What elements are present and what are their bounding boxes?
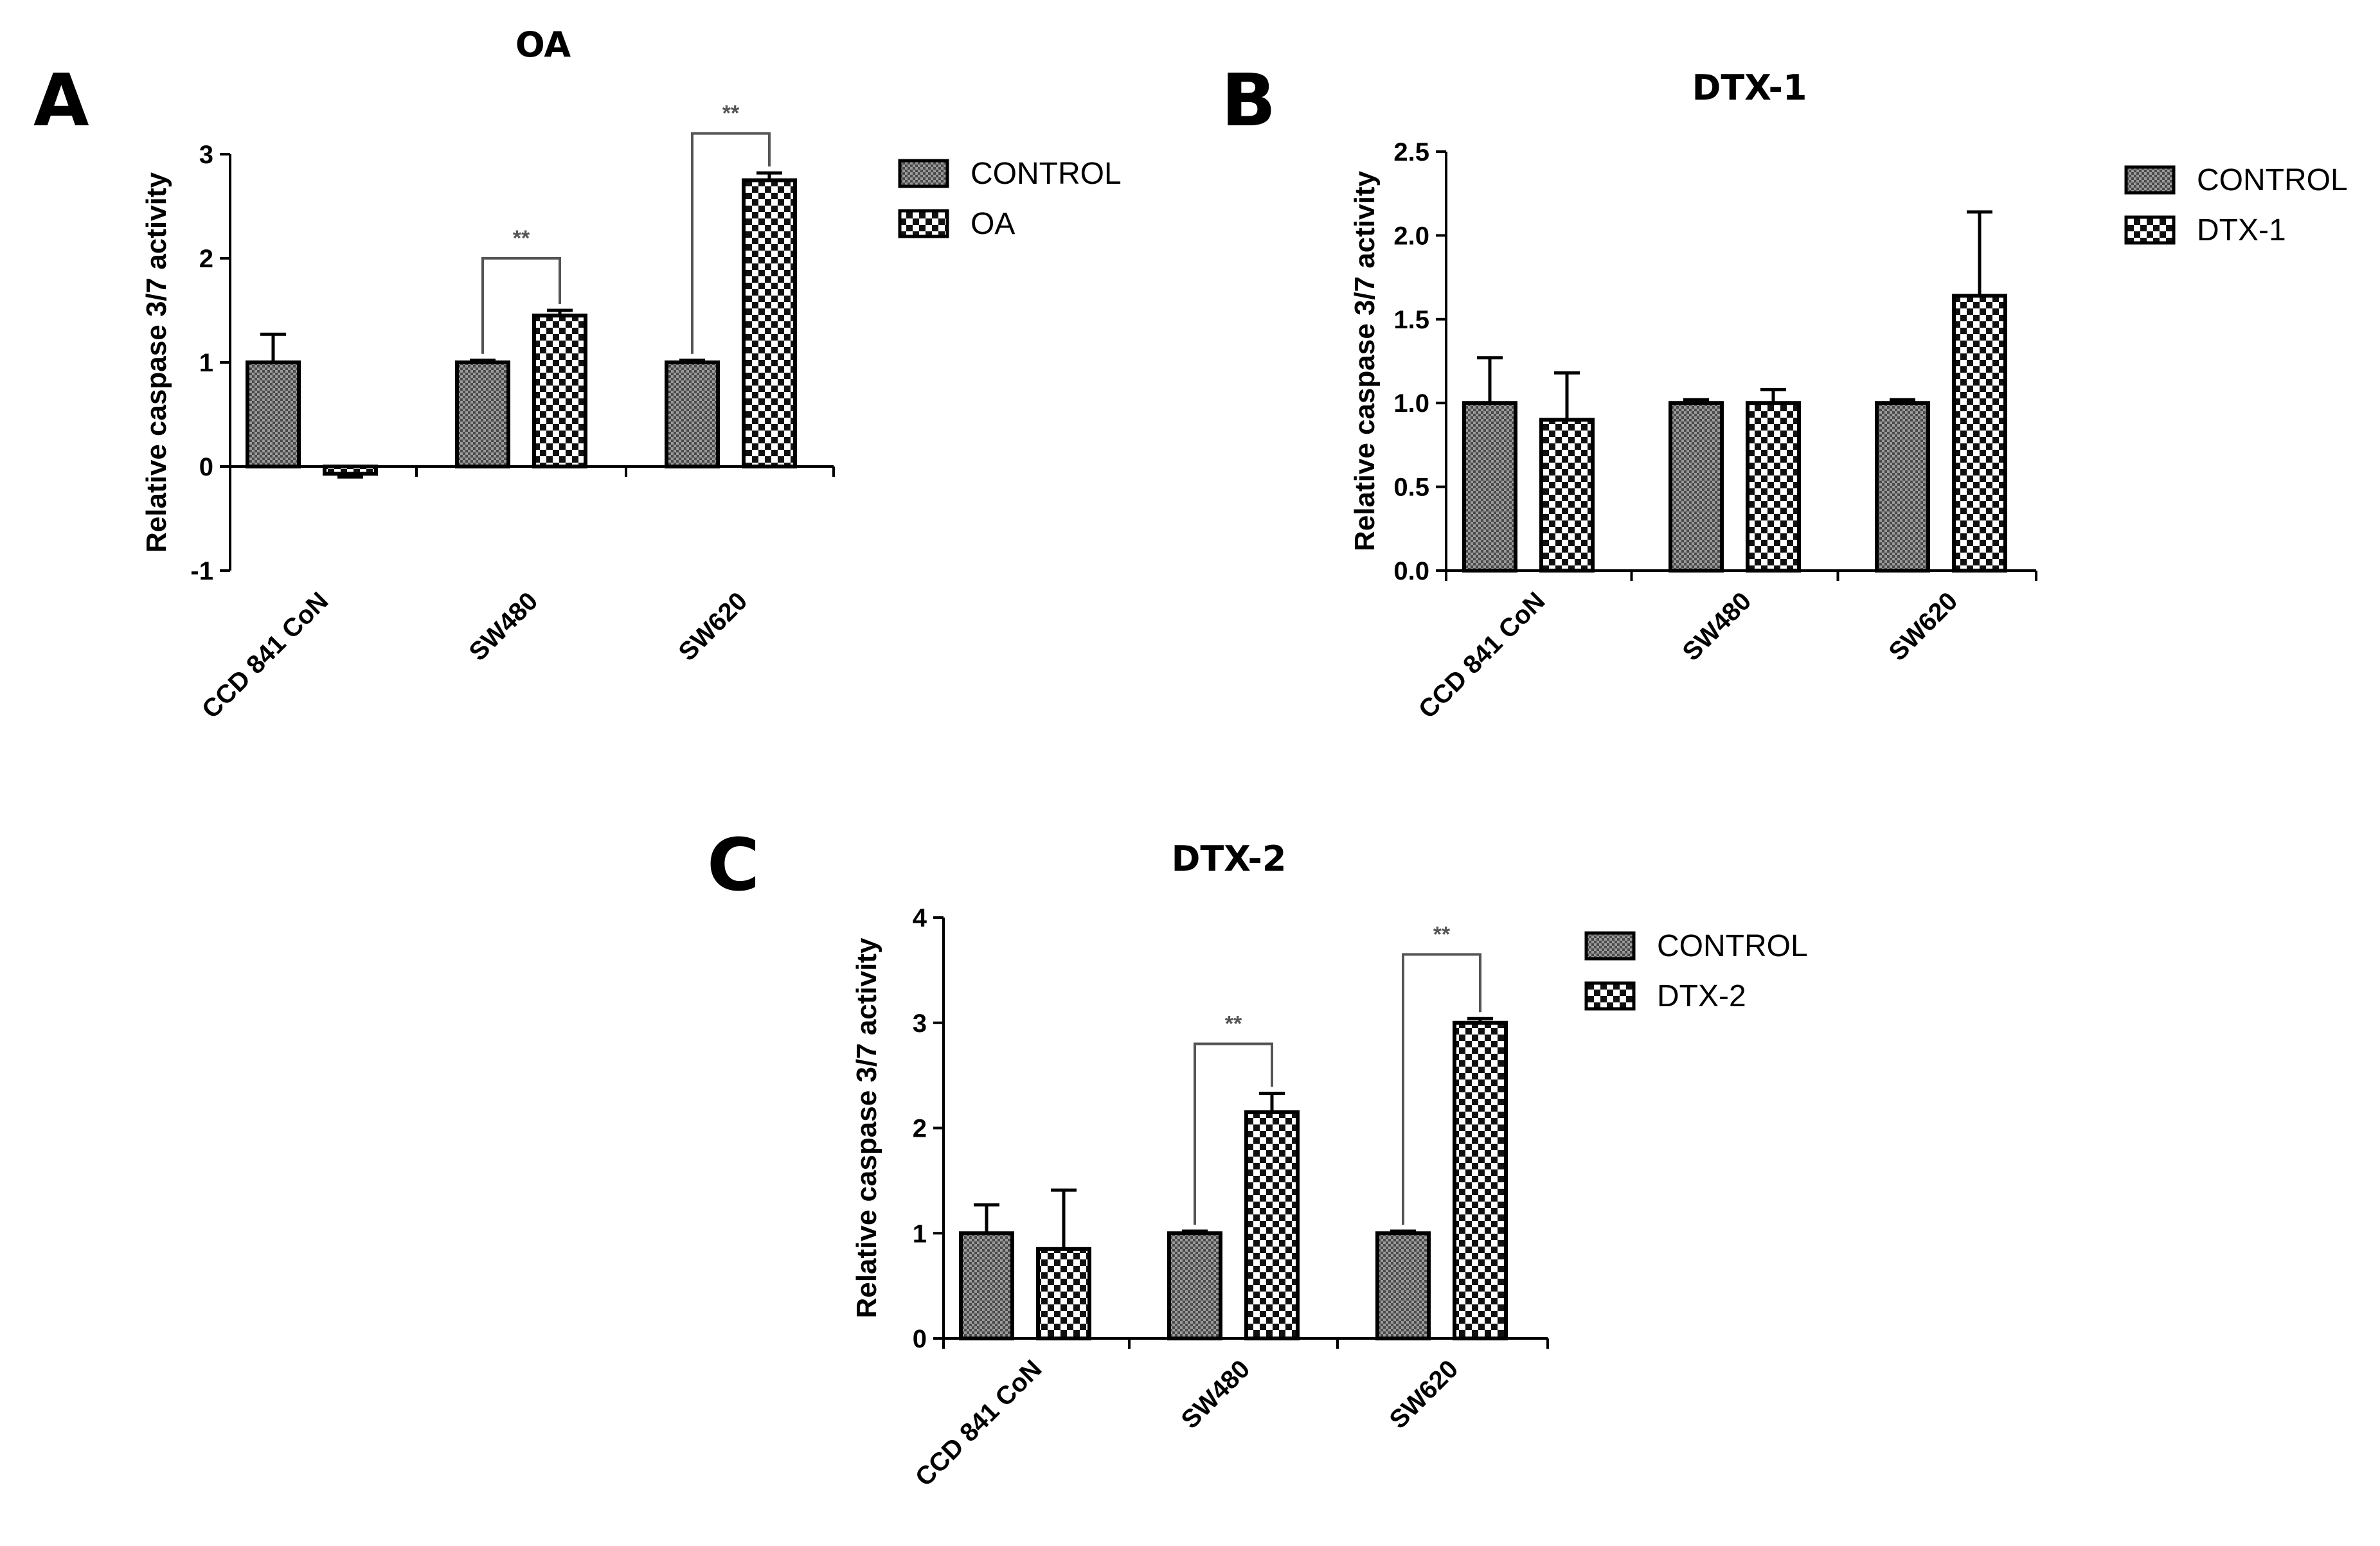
- bar-b-control-sw480: [1669, 401, 1724, 573]
- legend-swatch-c-control: [1584, 931, 1636, 961]
- bar-c-dtx-2-sw620: [1453, 1020, 1508, 1340]
- bar-b-control-ccd-841-con: [1462, 401, 1517, 573]
- legend-label-c-dtx-2: DTX-2: [1657, 979, 1746, 1013]
- significance-bracket-a-sw620: [691, 132, 771, 354]
- panel-a: A OA -1 0 1 2 3 Relative caspase 3/7 activity CC…: [33, 24, 1122, 724]
- panel-letter-a: A: [33, 59, 89, 143]
- legend-swatch-c-dtx-2: [1584, 981, 1636, 1011]
- bar-b-dtx-1-sw480: [1746, 401, 1801, 573]
- panel-c: C DTX-2 0 1 2 3 4 Relative caspase 3/7 activity…: [707, 824, 1808, 1492]
- significance-label-a-sw480: **: [513, 226, 530, 251]
- bar-b-control-sw620: [1875, 401, 1930, 573]
- y-tick-label-a: -1: [190, 557, 213, 585]
- bar-a-oa-sw480: [532, 314, 587, 468]
- panel-letter-b: B: [1221, 59, 1276, 143]
- category-label-b-sw480: SW480: [1677, 587, 1757, 666]
- y-tick-label-b: 2.0: [1393, 222, 1429, 250]
- category-label-c-ccd-841-con: CCD 841 CoN: [910, 1355, 1047, 1491]
- panel-letter-c: C: [707, 824, 760, 907]
- category-label-a-ccd-841-con: CCD 841 CoN: [197, 587, 334, 724]
- y-tick-label-a: 3: [199, 141, 213, 169]
- legend-swatch-a-oa: [898, 209, 949, 238]
- category-label-c-sw620: SW620: [1384, 1355, 1463, 1434]
- y-tick-label-c: 4: [913, 904, 927, 932]
- legend-label-b-dtx-1: DTX-1: [2197, 213, 2286, 247]
- bar-a-control-sw480: [455, 360, 510, 468]
- y-tick-label-a: 1: [199, 349, 213, 377]
- bar-c-control-sw480: [1167, 1231, 1222, 1340]
- significance-bracket-c-sw620: [1402, 953, 1481, 1225]
- bar-b-dtx-1-ccd-841-con: [1539, 418, 1595, 573]
- y-axis-label-a: Relative caspase 3/7 activity: [141, 172, 172, 553]
- category-label-b-ccd-841-con: CCD 841 CoN: [1413, 587, 1550, 724]
- significance-bracket-a-sw480: [481, 257, 561, 354]
- significance-label-c-sw620: **: [1433, 922, 1451, 946]
- significance-label-a-sw620: **: [722, 102, 740, 126]
- y-tick-label-a: 2: [199, 245, 213, 273]
- y-tick-label-c: 2: [913, 1115, 927, 1143]
- y-axis-label-c: Relative caspase 3/7 activity: [851, 937, 882, 1318]
- y-tick-label-b: 0.0: [1393, 557, 1429, 585]
- chart-title-a: OA: [515, 24, 571, 65]
- significance-label-c-sw480: **: [1225, 1012, 1242, 1036]
- category-label-c-sw480: SW480: [1176, 1355, 1255, 1434]
- y-tick-label-b: 1.5: [1393, 306, 1429, 334]
- bar-c-dtx-2-ccd-841-con: [1036, 1247, 1091, 1340]
- category-label-a-sw480: SW480: [463, 587, 543, 666]
- y-tick-label-a: 0: [199, 453, 213, 481]
- y-tick-label-b: 2.5: [1393, 138, 1429, 166]
- chart-title-c: DTX-2: [1172, 839, 1287, 879]
- category-label-b-sw620: SW620: [1883, 587, 1963, 666]
- legend-label-c-control: CONTROL: [1657, 929, 1808, 963]
- bar-b-dtx-1-sw620: [1952, 294, 2007, 573]
- legend-swatch-a-control: [898, 159, 949, 188]
- bar-a-oa-sw620: [742, 178, 797, 468]
- significance-bracket-c-sw480: [1194, 1042, 1273, 1225]
- bar-c-control-sw620: [1375, 1231, 1431, 1340]
- bar-c-dtx-2-sw480: [1244, 1110, 1300, 1340]
- y-tick-label-b: 1.0: [1393, 389, 1429, 418]
- y-tick-label-c: 3: [913, 1009, 927, 1038]
- chart-title-b: DTX-1: [1692, 67, 1807, 108]
- y-tick-label-b: 0.5: [1393, 474, 1429, 502]
- legend-swatch-b-control: [2124, 165, 2176, 195]
- legend-swatch-b-dtx-1: [2124, 215, 2176, 245]
- panel-b: B DTX-1 0.0 0.5 1.0 1.5 2.0 2.5 Relative caspase…: [1221, 59, 2348, 724]
- y-axis-label-b: Relative caspase 3/7 activity: [1349, 171, 1381, 551]
- y-tick-label-c: 1: [913, 1220, 927, 1248]
- legend-label-b-control: CONTROL: [2197, 163, 2348, 197]
- bar-a-control-sw620: [665, 360, 720, 468]
- legend-label-a-control: CONTROL: [971, 157, 1122, 191]
- y-tick-label-c: 0: [913, 1325, 927, 1353]
- bar-c-control-ccd-841-con: [959, 1231, 1014, 1340]
- bar-a-control-ccd-841-con: [246, 360, 301, 468]
- legend-label-a-oa: OA: [971, 207, 1015, 241]
- category-label-a-sw620: SW620: [673, 587, 753, 666]
